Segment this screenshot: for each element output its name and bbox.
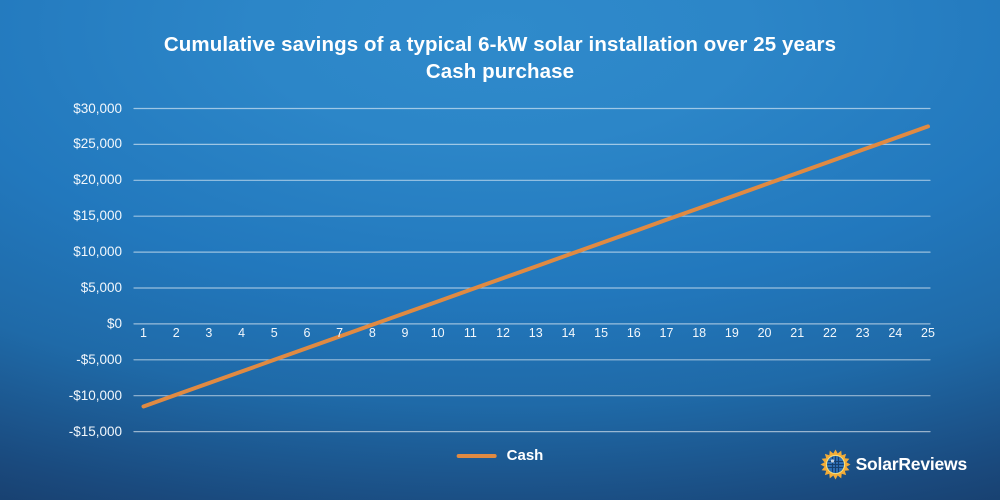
x-axis-tick-label: 9 xyxy=(401,326,409,340)
x-axis-tick-label: 21 xyxy=(790,326,805,340)
chart-title: Cumulative savings of a typical 6-kW sol… xyxy=(0,31,1000,85)
x-axis-tick-label: 25 xyxy=(921,326,935,340)
y-axis-tick-label: $30,000 xyxy=(73,100,122,116)
y-axis-tick-label: -$5,000 xyxy=(76,351,122,367)
y-axis-tick-label: -$15,000 xyxy=(68,423,122,439)
x-axis-tick-label: 1 xyxy=(140,326,147,340)
x-axis-tick-label: 8 xyxy=(368,326,376,340)
legend-label: Cash xyxy=(506,447,544,464)
x-axis-tick-label: 19 xyxy=(724,326,739,340)
x-axis-tick-label: 12 xyxy=(496,326,511,340)
y-axis-tick-label: $5,000 xyxy=(80,280,122,295)
legend: Cash xyxy=(456,447,544,464)
x-axis-tick-label: 13 xyxy=(528,326,543,340)
x-axis-tick-label: 4 xyxy=(238,326,246,340)
x-axis-tick-label: 16 xyxy=(626,326,641,340)
y-axis-tick-label: $20,000 xyxy=(73,172,122,188)
x-axis-tick-label: 20 xyxy=(757,326,772,340)
solar-panel-grid xyxy=(826,456,844,473)
x-axis-tick-label: 11 xyxy=(463,326,477,340)
y-axis-tick-label: -$10,000 xyxy=(68,387,122,403)
sun-icon xyxy=(820,449,851,480)
x-axis-tick-label: 10 xyxy=(430,326,445,340)
y-axis-tick-label: $10,000 xyxy=(73,244,122,260)
chart-title-line2: Cash purchase xyxy=(425,60,575,83)
x-axis-tick-label: 18 xyxy=(692,326,707,340)
solarreviews-logo: SolarReviews xyxy=(820,449,967,480)
cash-line xyxy=(141,124,930,409)
chart-title-line1: Cumulative savings of a typical 6-kW sol… xyxy=(163,33,837,56)
x-axis-tick-label: 17 xyxy=(659,326,674,340)
y-axis-tick-label: $0 xyxy=(106,315,122,331)
y-axis-tick-label: $25,000 xyxy=(73,136,122,152)
x-axis-tick-label: 3 xyxy=(205,326,213,340)
y-axis-tick-label: $15,000 xyxy=(73,208,122,224)
x-axis-tick-label: 24 xyxy=(888,326,903,340)
x-axis-tick-label: 7 xyxy=(336,326,344,340)
x-axis-tick-label: 6 xyxy=(303,326,311,340)
x-axis-tick-label: 15 xyxy=(594,326,609,340)
x-axis-tick-label: 14 xyxy=(561,326,576,340)
x-axis-tick-label: 23 xyxy=(855,326,870,340)
x-axis-tick-label: 5 xyxy=(270,326,278,340)
x-axis-tick-label: 22 xyxy=(822,326,837,340)
x-axis-tick-label: 2 xyxy=(172,326,180,340)
legend-line-swatch xyxy=(456,453,497,458)
logo-text: SolarReviews xyxy=(855,454,968,474)
